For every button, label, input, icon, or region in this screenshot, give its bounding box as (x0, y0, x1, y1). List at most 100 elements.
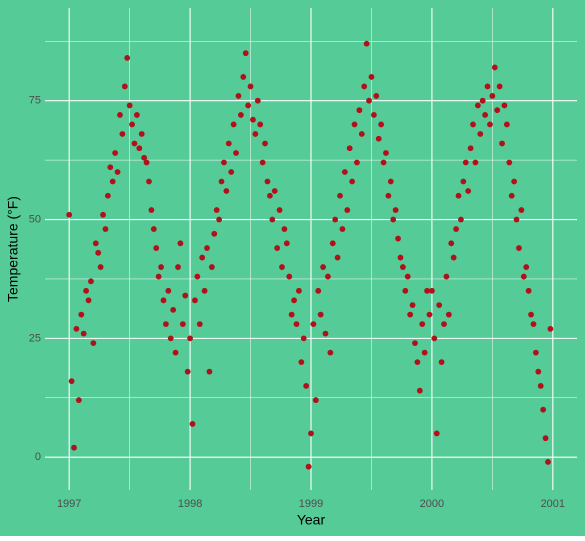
point (288, 311, 295, 318)
point (95, 249, 102, 256)
point (146, 178, 152, 185)
point (375, 135, 382, 142)
point (402, 287, 409, 294)
point (194, 273, 201, 280)
point (320, 264, 326, 270)
point (245, 102, 252, 109)
point (414, 359, 421, 366)
point (119, 131, 126, 137)
point (373, 93, 380, 99)
point (102, 226, 109, 232)
point (167, 335, 174, 342)
point (158, 264, 164, 270)
point (404, 273, 411, 280)
point (233, 150, 239, 156)
point (325, 273, 331, 280)
point (143, 159, 150, 166)
point (175, 264, 181, 270)
point (293, 321, 300, 328)
point (68, 378, 75, 385)
point (235, 93, 242, 99)
point (378, 121, 385, 128)
point (252, 131, 259, 137)
point (216, 216, 223, 223)
point (341, 169, 348, 175)
point (443, 273, 450, 280)
point (537, 382, 544, 389)
point (523, 264, 530, 270)
point (329, 240, 336, 247)
point (300, 335, 307, 342)
point (141, 154, 148, 161)
point (172, 349, 179, 356)
point (528, 311, 534, 318)
point (474, 102, 481, 109)
point (518, 207, 525, 213)
point (530, 321, 537, 328)
point (286, 273, 293, 280)
point (387, 178, 394, 185)
point (358, 131, 365, 137)
point (204, 245, 210, 251)
point (470, 121, 476, 128)
point (211, 230, 218, 237)
point (163, 321, 169, 328)
point (73, 325, 80, 332)
point (496, 83, 503, 90)
point (182, 292, 189, 299)
point (460, 178, 467, 185)
x-tick-label: 1997 (57, 498, 81, 510)
point (71, 444, 77, 451)
point (494, 107, 501, 114)
point (92, 240, 99, 247)
point (499, 140, 505, 147)
point (75, 397, 82, 404)
x-tick-label: 1999 (299, 498, 323, 510)
point (479, 97, 486, 104)
point (426, 311, 433, 318)
point (66, 211, 73, 218)
point (370, 112, 377, 118)
y-axis-title: Temperature (°F) (5, 196, 21, 302)
point (547, 325, 554, 332)
point (281, 226, 288, 232)
point (535, 368, 542, 375)
point (250, 116, 256, 123)
point (283, 240, 290, 247)
x-axis-title: Year (297, 512, 326, 528)
point (223, 188, 230, 194)
point (516, 245, 522, 251)
point (262, 140, 268, 147)
point (155, 273, 162, 280)
point (271, 188, 278, 194)
point (455, 192, 462, 199)
y-tick-label: 75 (29, 95, 41, 107)
point (450, 254, 457, 261)
point (160, 297, 167, 304)
point (532, 349, 539, 356)
point (221, 159, 227, 166)
point (177, 240, 184, 247)
point (506, 159, 513, 166)
point (206, 368, 213, 375)
point (97, 264, 104, 270)
point (109, 178, 116, 185)
point (349, 178, 356, 185)
point (240, 74, 247, 80)
point (542, 435, 549, 442)
point (472, 159, 479, 166)
point (346, 145, 353, 152)
point (433, 430, 440, 437)
point (184, 368, 191, 375)
point (419, 321, 426, 328)
point (458, 216, 464, 223)
point (327, 349, 334, 356)
point (153, 245, 160, 251)
point (85, 297, 92, 304)
point (436, 302, 443, 308)
point (303, 382, 310, 389)
point (380, 159, 387, 166)
point (117, 112, 123, 118)
